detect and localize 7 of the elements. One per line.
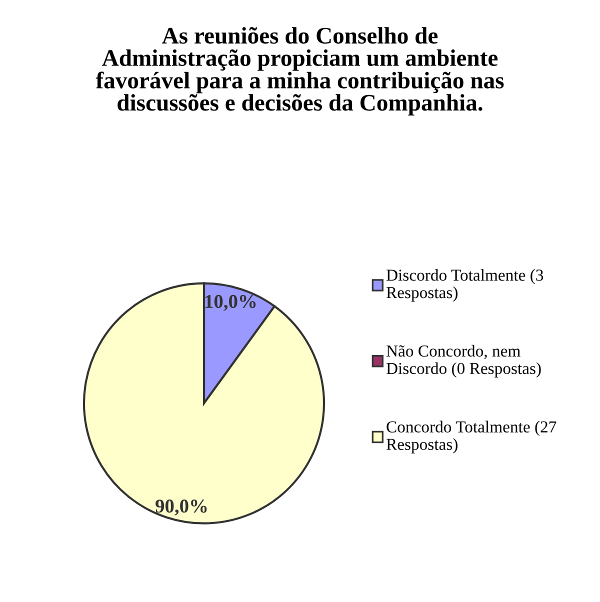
data-label: 10,0% (206, 294, 256, 311)
legend-label: Não Concordo, nem Discordo (0 Respostas) (386, 344, 541, 378)
chart-title: As reuniões do Conselho de Administração propiciam um ambiente favorável para a minha contribuição nas discussões e decisões da Companhia. (96, 27, 504, 116)
legend-label: Discordo Totalmente (3 Respostas) (386, 269, 544, 302)
data-label: 90,0% (156, 500, 207, 516)
legend-label: Concordo Totalmente (27 Respostas) (386, 420, 556, 454)
pie-slice (82, 282, 326, 524)
